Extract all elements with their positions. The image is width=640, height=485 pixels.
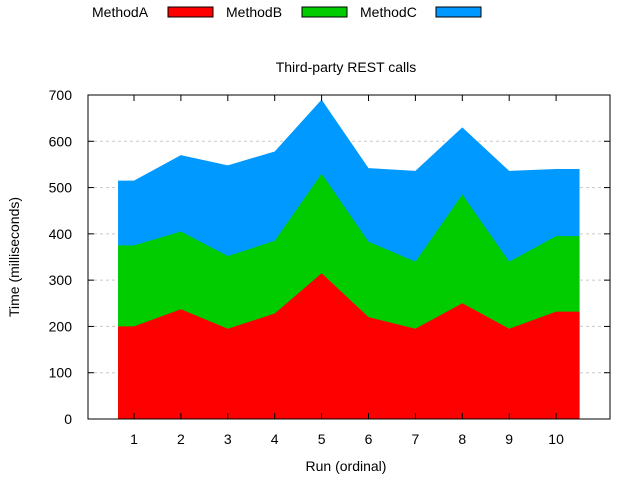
x-tick-label: 4 [271, 431, 279, 447]
area-methoda [118, 273, 580, 419]
x-tick-label: 8 [458, 431, 466, 447]
y-tick-label: 100 [49, 365, 73, 381]
y-tick-label: 700 [49, 87, 73, 103]
y-tick-label: 500 [49, 180, 73, 196]
x-axis-label: Run (ordinal) [306, 458, 387, 474]
y-axis-label: Time (milliseconds) [6, 197, 22, 317]
x-tick-label: 6 [365, 431, 373, 447]
y-tick-label: 200 [49, 318, 73, 334]
plot-frame [87, 94, 611, 420]
legend-label: MethodC [360, 4, 417, 20]
x-tick-label: 1 [130, 431, 138, 447]
y-tick-label: 0 [64, 411, 72, 427]
y-tick-label: 400 [49, 226, 73, 242]
legend-swatch [301, 6, 348, 18]
x-tick-label: 3 [224, 431, 232, 447]
x-tick-label: 7 [412, 431, 420, 447]
legend-label: MethodB [226, 4, 282, 20]
chart-title: Third-party REST calls [276, 59, 417, 75]
x-tick-label: 10 [548, 431, 564, 447]
legend-label: MethodA [92, 4, 149, 20]
x-tick-label: 5 [318, 431, 326, 447]
y-tick-label: 600 [49, 133, 73, 149]
legend-swatch [167, 6, 214, 18]
x-tick-label: 9 [505, 431, 513, 447]
x-tick-label: 2 [177, 431, 185, 447]
legend-swatch [435, 6, 482, 18]
y-tick-label: 300 [49, 272, 73, 288]
